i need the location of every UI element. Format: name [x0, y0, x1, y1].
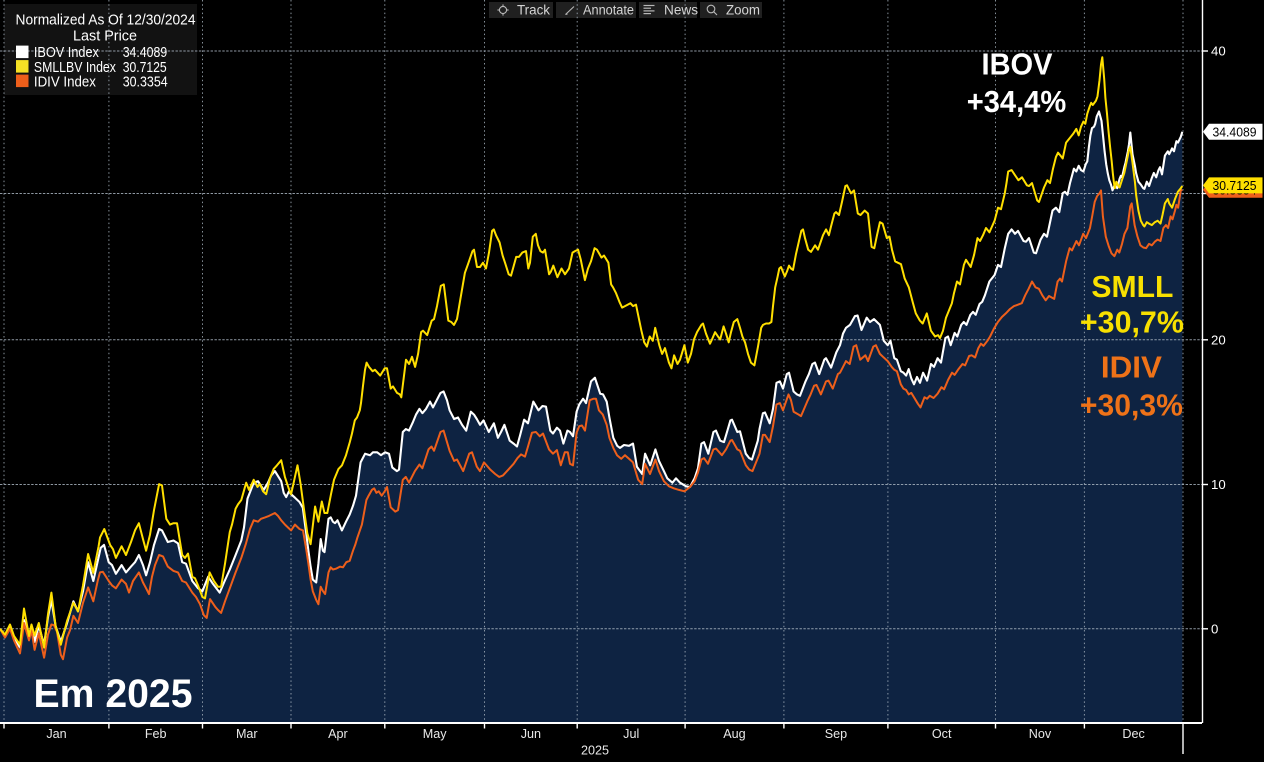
svg-text:+30,7%: +30,7%: [1080, 305, 1184, 340]
svg-text:Dec: Dec: [1122, 727, 1144, 741]
svg-text:Track: Track: [517, 3, 550, 18]
svg-text:Last Price: Last Price: [73, 29, 137, 45]
svg-text:Aug: Aug: [723, 727, 745, 741]
svg-text:IBOV: IBOV: [982, 47, 1053, 82]
svg-text:20: 20: [1211, 333, 1226, 348]
svg-text:Feb: Feb: [145, 727, 167, 741]
svg-text:+34,4%: +34,4%: [967, 84, 1067, 119]
svg-text:IBOV Index: IBOV Index: [34, 45, 100, 61]
svg-text:News: News: [664, 3, 698, 18]
svg-text:IDIV Index: IDIV Index: [34, 74, 97, 90]
svg-text:10: 10: [1211, 477, 1226, 492]
svg-text:Annotate: Annotate: [583, 3, 634, 18]
svg-text:30.7125: 30.7125: [1213, 178, 1257, 193]
svg-text:Nov: Nov: [1029, 727, 1052, 741]
svg-text:Jul: Jul: [623, 727, 639, 741]
svg-text:SMLL: SMLL: [1091, 269, 1173, 304]
svg-text:Normalized As Of 12/30/2024: Normalized As Of 12/30/2024: [16, 13, 196, 29]
svg-text:0: 0: [1211, 622, 1218, 637]
svg-text:34.4089: 34.4089: [123, 45, 168, 61]
svg-text:Zoom: Zoom: [726, 3, 760, 18]
svg-text:SMLLBV Index: SMLLBV Index: [34, 60, 117, 76]
svg-text:IDIV: IDIV: [1101, 350, 1162, 385]
svg-text:40: 40: [1211, 44, 1226, 59]
svg-text:Jan: Jan: [46, 727, 66, 741]
svg-text:30.7125: 30.7125: [123, 60, 167, 76]
svg-text:+30,3%: +30,3%: [1080, 387, 1183, 422]
svg-text:Sep: Sep: [825, 727, 847, 741]
svg-text:Apr: Apr: [328, 727, 348, 741]
svg-text:Mar: Mar: [236, 727, 258, 741]
svg-text:34.4089: 34.4089: [1213, 124, 1257, 139]
svg-text:Oct: Oct: [932, 727, 952, 741]
svg-text:2025: 2025: [581, 744, 609, 758]
svg-text:30.3354: 30.3354: [123, 74, 168, 90]
svg-text:May: May: [423, 727, 447, 741]
svg-text:Em 2025: Em 2025: [34, 672, 193, 716]
svg-text:Jun: Jun: [521, 727, 541, 741]
